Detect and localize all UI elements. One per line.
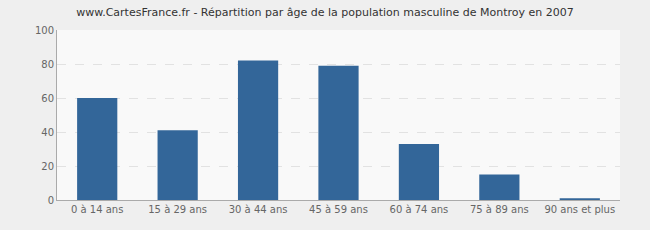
- svg-text:60: 60: [41, 93, 54, 104]
- svg-text:15 à 29 ans: 15 à 29 ans: [148, 204, 207, 215]
- svg-text:40: 40: [41, 127, 54, 138]
- svg-text:30 à 44 ans: 30 à 44 ans: [229, 204, 288, 215]
- svg-text:100: 100: [35, 25, 54, 36]
- svg-text:0: 0: [48, 195, 54, 206]
- svg-text:60 à 74 ans: 60 à 74 ans: [390, 204, 449, 215]
- svg-text:80: 80: [41, 59, 54, 70]
- svg-text:20: 20: [41, 161, 54, 172]
- svg-text:45 à 59 ans: 45 à 59 ans: [309, 204, 368, 215]
- svg-text:www.CartesFrance.fr - Répartit: www.CartesFrance.fr - Répartition par âg…: [76, 6, 574, 19]
- svg-text:90 ans et plus: 90 ans et plus: [544, 204, 615, 215]
- svg-text:75 à 89 ans: 75 à 89 ans: [470, 204, 529, 215]
- svg-text:0 à 14 ans: 0 à 14 ans: [71, 204, 123, 215]
